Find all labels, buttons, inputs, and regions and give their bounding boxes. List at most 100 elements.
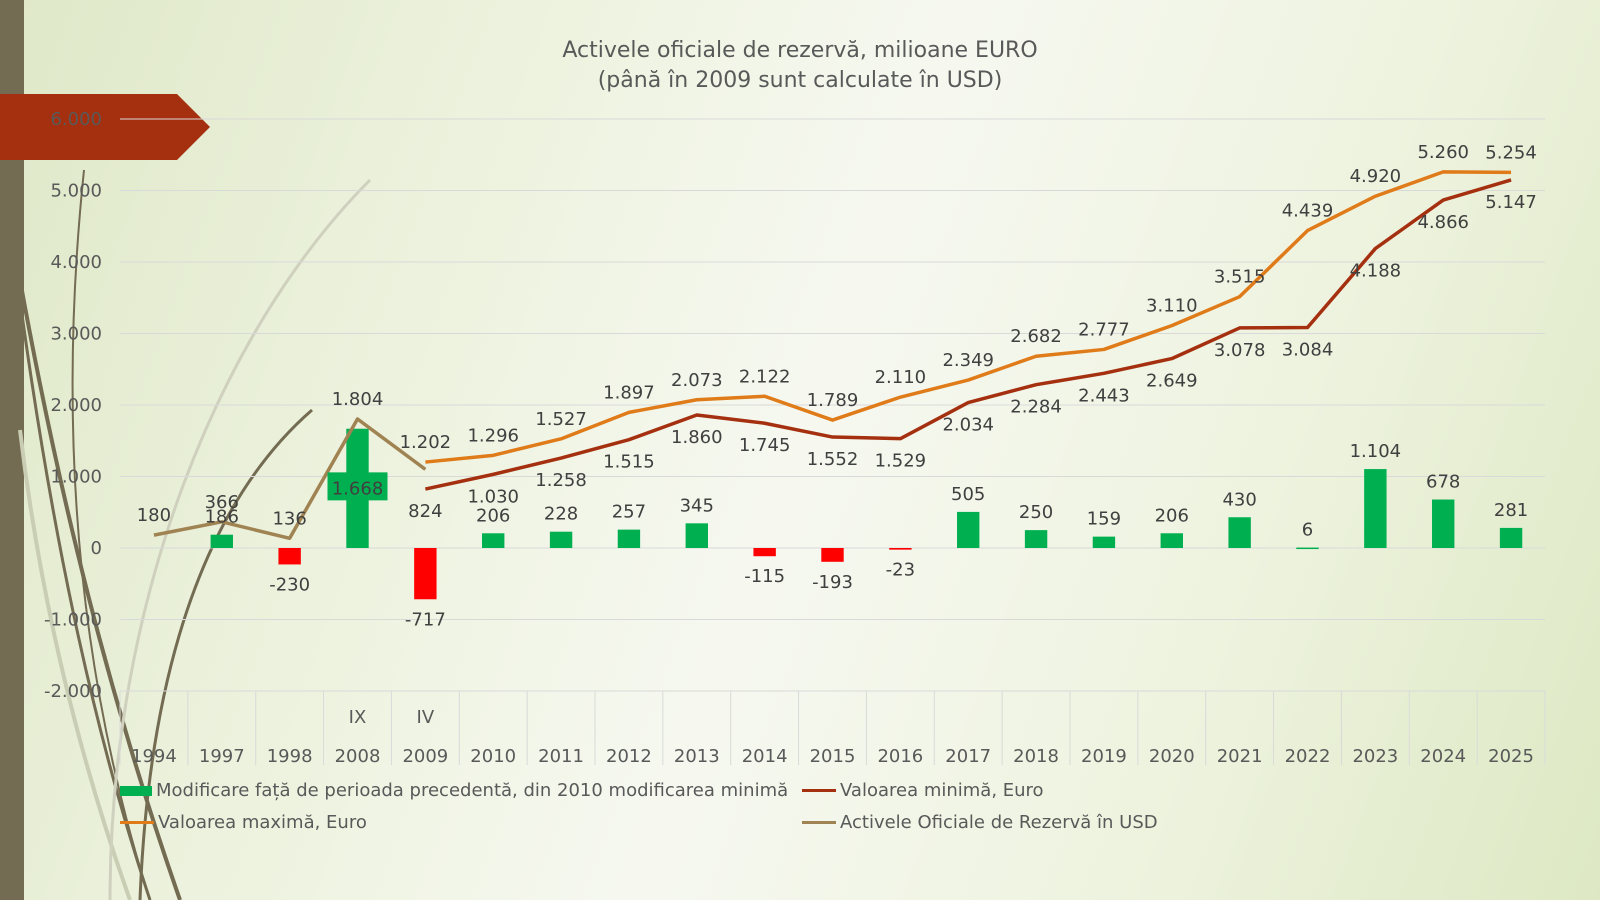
bar-data-label: 257 xyxy=(612,502,646,523)
max-data-label: 4.920 xyxy=(1350,166,1402,187)
legend-label-min: Valoarea minimă, Euro xyxy=(840,780,1044,801)
deco-curve-1 xyxy=(18,279,182,900)
bar xyxy=(1296,547,1319,550)
max-data-label: 2.777 xyxy=(1078,319,1130,340)
legend-swatch-usd xyxy=(802,821,836,824)
bar-data-label: 1.104 xyxy=(1350,441,1402,462)
x-tick-label: 2019 xyxy=(1081,746,1127,767)
max-data-label: 5.254 xyxy=(1485,142,1537,163)
x-tick-label: 2016 xyxy=(877,746,923,767)
x-tick-label: 2009 xyxy=(402,746,448,767)
title-banner-arrow xyxy=(0,94,210,160)
max-data-label: 2.682 xyxy=(1010,326,1062,347)
max-data-label: 5.260 xyxy=(1417,142,1469,163)
max-data-label: 1.296 xyxy=(467,425,519,446)
y-tick-label: 4.000 xyxy=(50,252,102,273)
y-tick-label: 0 xyxy=(91,538,102,559)
y-tick-label: 6.000 xyxy=(50,109,102,130)
min-data-label: 1.552 xyxy=(807,449,859,470)
bar-data-label: 1.668 xyxy=(332,478,384,499)
min-data-label: 1.529 xyxy=(875,451,927,472)
legend-swatch-max xyxy=(120,821,154,824)
bar xyxy=(210,534,233,548)
bar xyxy=(1024,530,1048,548)
max-data-label: 1.527 xyxy=(535,409,587,430)
bar-data-label: -115 xyxy=(744,566,785,587)
legend-item-max: Valoarea maximă, Euro xyxy=(120,812,367,833)
x-tick-label: 2023 xyxy=(1352,746,1398,767)
bar xyxy=(685,523,708,548)
min-data-label: 5.147 xyxy=(1485,192,1537,213)
y-tick-label: -2.000 xyxy=(44,681,102,702)
min-data-label: 4.866 xyxy=(1417,212,1469,233)
x-tick-label: 2011 xyxy=(538,746,584,767)
bar xyxy=(957,511,980,548)
min-data-label: 824 xyxy=(408,501,442,522)
x-tick-label: 2015 xyxy=(810,746,856,767)
min-data-label: 2.284 xyxy=(1010,397,1062,418)
min-data-label: 1.515 xyxy=(603,452,655,473)
deco-curve-5 xyxy=(108,178,372,900)
bar-data-label: 206 xyxy=(1155,505,1189,526)
x-tick-label: 2008 xyxy=(335,746,381,767)
bar-data-label: 505 xyxy=(951,484,985,505)
x-tick-sublabel: IX xyxy=(349,707,367,728)
bar-data-label: 678 xyxy=(1426,472,1460,493)
series-line-1 xyxy=(424,178,1512,491)
max-data-label: 4.439 xyxy=(1282,201,1334,222)
bar xyxy=(889,548,912,550)
bar-data-label: 186 xyxy=(205,507,239,528)
bar xyxy=(617,529,641,548)
legend-label-usd: Activele Oficiale de Rezervă în USD xyxy=(840,812,1158,833)
y-tick-label: -1.000 xyxy=(44,610,102,631)
bar xyxy=(821,548,844,562)
usd-data-label: 180 xyxy=(137,505,171,526)
min-data-label: 4.188 xyxy=(1350,261,1402,282)
x-tick-label: 2025 xyxy=(1488,746,1534,767)
max-data-label: 1.202 xyxy=(400,432,452,453)
bar xyxy=(1092,536,1116,548)
x-tick-label: 2021 xyxy=(1217,746,1263,767)
max-data-label: 2.122 xyxy=(739,366,791,387)
min-data-label: 2.034 xyxy=(942,415,994,436)
legend-item-min: Valoarea minimă, Euro xyxy=(802,780,1044,801)
x-tick-label: 2017 xyxy=(945,746,991,767)
x-tick-label: 2024 xyxy=(1420,746,1466,767)
bar xyxy=(1499,527,1523,548)
x-tick-label: 2013 xyxy=(674,746,720,767)
usd-data-label: 136 xyxy=(272,508,306,529)
min-data-label: 1.860 xyxy=(671,427,723,448)
bar-data-label: 228 xyxy=(544,504,578,525)
min-data-label: 2.649 xyxy=(1146,371,1198,392)
series-line-3 xyxy=(153,417,427,541)
max-data-label: 1.789 xyxy=(807,390,859,411)
bar-data-label: 6 xyxy=(1302,520,1313,541)
x-tick-label: 1997 xyxy=(199,746,245,767)
legend-label-max: Valoarea maximă, Euro xyxy=(158,812,367,833)
x-tick-label: 1998 xyxy=(267,746,313,767)
legend-label-bar: Modificare față de perioada precedentă, … xyxy=(156,780,789,801)
x-tick-label: 2012 xyxy=(606,746,652,767)
max-data-label: 3.110 xyxy=(1146,296,1198,317)
chart-subtitle: (până în 2009 sunt calculate în USD) xyxy=(597,68,1003,93)
min-data-label: 2.443 xyxy=(1078,385,1130,406)
bar-data-label: -23 xyxy=(886,560,915,581)
x-tick-label: 2018 xyxy=(1013,746,1059,767)
min-data-label: 3.078 xyxy=(1214,340,1266,361)
bar xyxy=(753,548,776,557)
bar xyxy=(549,531,573,548)
max-data-label: 2.349 xyxy=(942,350,994,371)
series-line-2 xyxy=(425,170,1512,464)
bar-data-label: 281 xyxy=(1494,500,1528,521)
bar-data-label: 345 xyxy=(680,495,714,516)
y-tick-label: 5.000 xyxy=(50,181,102,202)
usd-data-label: 1.804 xyxy=(332,389,384,410)
bar-data-label: -717 xyxy=(405,609,446,630)
bar-data-label: 430 xyxy=(1222,489,1256,510)
min-data-label: 3.084 xyxy=(1282,339,1334,360)
bar xyxy=(414,548,437,600)
bar-data-label: 250 xyxy=(1019,502,1053,523)
bar-data-label: -193 xyxy=(812,572,853,593)
min-data-label: 1.745 xyxy=(739,435,791,456)
deco-curve-6 xyxy=(138,408,313,900)
